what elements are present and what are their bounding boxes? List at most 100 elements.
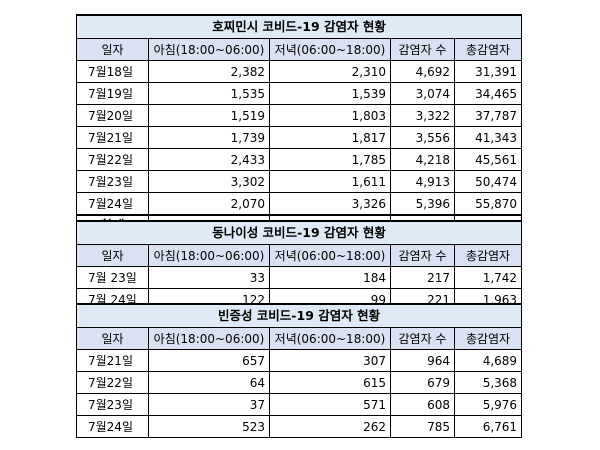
header-date: 일자: [76, 38, 149, 61]
header-cases: 감염자 수: [390, 38, 455, 61]
cell-morning: 2,382: [148, 60, 270, 83]
table-row: 7월22일 2,433 1,785 4,218 45,561: [76, 148, 523, 171]
cell-morning: 3,302: [148, 170, 270, 193]
cell-total-cases: 6,761: [453, 415, 523, 438]
table-header-row: 일자 아침(18:00~06:00) 저녁(06:00~18:00) 감염자 수…: [76, 38, 523, 61]
cell-total-cases: 1,742: [453, 266, 523, 289]
header-cases: 감염자 수: [390, 327, 455, 350]
table-row: 7월23일 3,302 1,611 4,913 50,474: [76, 170, 523, 193]
cell-cases: 4,218: [390, 148, 455, 171]
table-row: 7월22일 64 615 679 5,368: [76, 371, 523, 394]
cell-total-cases: 4,689: [453, 349, 523, 372]
cell-cases: 4,913: [390, 170, 455, 193]
cell-evening: 1,611: [269, 170, 391, 193]
table-title-row: 호찌민시 코비드-19 감염자 현황: [75, 14, 523, 39]
table-row: 7월23일 37 571 608 5,976: [76, 393, 523, 416]
header-total-cases: 총감염자: [453, 244, 523, 267]
table-row: 7월 23일 33 184 217 1,742: [76, 266, 523, 289]
cell-date: 7월 23일: [76, 266, 149, 289]
table-row: 7월21일 1,739 1,817 3,556 41,343: [76, 126, 523, 149]
cell-evening: 1,803: [269, 104, 391, 127]
cell-cases: 608: [390, 393, 455, 416]
cell-date: 7월18일: [76, 60, 149, 83]
header-evening: 저녁(06:00~18:00): [269, 244, 391, 267]
cell-morning: 37: [148, 393, 270, 416]
table-row: 7월18일 2,382 2,310 4,692 31,391: [76, 60, 523, 83]
header-cases: 감염자 수: [390, 244, 455, 267]
cell-total-cases: 45,561: [453, 148, 523, 171]
cell-total-cases: 31,391: [453, 60, 523, 83]
cell-evening: 2,310: [269, 60, 391, 83]
table-row: 7월19일 1,535 1,539 3,074 34,465: [76, 82, 523, 105]
header-morning: 아침(18:00~06:00): [148, 38, 270, 61]
dongnai-covid-table: 동나이성 코비드-19 감염자 현황 일자 아침(18:00~06:00) 저녁…: [75, 220, 523, 311]
table-header-row: 일자 아침(18:00~06:00) 저녁(06:00~18:00) 감염자 수…: [76, 327, 523, 350]
cell-cases: 964: [390, 349, 455, 372]
cell-morning: 33: [148, 266, 270, 289]
cell-date: 7월19일: [76, 82, 149, 105]
cell-date: 7월23일: [76, 393, 149, 416]
table-title-row: 동나이성 코비드-19 감염자 현황: [75, 220, 523, 245]
header-date: 일자: [76, 327, 149, 350]
cell-cases: 4,692: [390, 60, 455, 83]
cell-morning: 657: [148, 349, 270, 372]
header-evening: 저녁(06:00~18:00): [269, 327, 391, 350]
cell-evening: 571: [269, 393, 391, 416]
cell-cases: 785: [390, 415, 455, 438]
header-evening: 저녁(06:00~18:00): [269, 38, 391, 61]
hcmc-covid-table: 호찌민시 코비드-19 감염자 현황 일자 아침(18:00~06:00) 저녁…: [75, 14, 523, 239]
cell-evening: 307: [269, 349, 391, 372]
cell-cases: 3,074: [390, 82, 455, 105]
cell-evening: 615: [269, 371, 391, 394]
cell-evening: 3,326: [269, 192, 391, 216]
table-row: 7월20일 1,519 1,803 3,322 37,787: [76, 104, 523, 127]
cell-evening: 1,785: [269, 148, 391, 171]
table-body: 동나이성 코비드-19 감염자 현황 일자 아침(18:00~06:00) 저녁…: [75, 220, 523, 311]
cell-morning: 1,519: [148, 104, 270, 127]
table-title: 동나이성 코비드-19 감염자 현황: [75, 220, 523, 245]
cell-morning: 1,739: [148, 126, 270, 149]
binhduong-covid-table: 빈증성 코비드-19 감염자 현황 일자 아침(18:00~06:00) 저녁(…: [75, 303, 523, 438]
cell-morning: 2,433: [148, 148, 270, 171]
cell-morning: 1,535: [148, 82, 270, 105]
cell-total-cases: 50,474: [453, 170, 523, 193]
cell-date: 7월22일: [76, 371, 149, 394]
table-row: 7월24일 2,070 3,326 5,396 55,870: [76, 192, 523, 216]
cell-date: 7월24일: [76, 192, 149, 216]
table-body: 빈증성 코비드-19 감염자 현황 일자 아침(18:00~06:00) 저녁(…: [75, 303, 523, 438]
cell-total-cases: 41,343: [453, 126, 523, 149]
cell-cases: 217: [390, 266, 455, 289]
cell-date: 7월22일: [76, 148, 149, 171]
header-total-cases: 총감염자: [453, 38, 523, 61]
table-row: 7월21일 657 307 964 4,689: [76, 349, 523, 372]
cell-evening: 184: [269, 266, 391, 289]
cell-total-cases: 55,870: [453, 192, 523, 216]
table-body: 호찌민시 코비드-19 감염자 현황 일자 아침(18:00~06:00) 저녁…: [75, 14, 523, 239]
cell-evening: 262: [269, 415, 391, 438]
header-date: 일자: [76, 244, 149, 267]
table-title-row: 빈증성 코비드-19 감염자 현황: [75, 303, 523, 328]
cell-date: 7월21일: [76, 349, 149, 372]
table-title: 호찌민시 코비드-19 감염자 현황: [75, 14, 523, 39]
cell-morning: 64: [148, 371, 270, 394]
cell-total-cases: 37,787: [453, 104, 523, 127]
header-total-cases: 총감염자: [453, 327, 523, 350]
cell-cases: 5,396: [390, 192, 455, 216]
cell-total-cases: 5,368: [453, 371, 523, 394]
cell-date: 7월23일: [76, 170, 149, 193]
cell-total-cases: 5,976: [453, 393, 523, 416]
cell-evening: 1,817: [269, 126, 391, 149]
header-morning: 아침(18:00~06:00): [148, 244, 270, 267]
table-header-row: 일자 아침(18:00~06:00) 저녁(06:00~18:00) 감염자 수…: [76, 244, 523, 267]
cell-morning: 2,070: [148, 192, 270, 216]
header-morning: 아침(18:00~06:00): [148, 327, 270, 350]
cell-total-cases: 34,465: [453, 82, 523, 105]
cell-date: 7월21일: [76, 126, 149, 149]
cell-date: 7월20일: [76, 104, 149, 127]
cell-cases: 3,556: [390, 126, 455, 149]
cell-evening: 1,539: [269, 82, 391, 105]
table-row: 7월24일 523 262 785 6,761: [76, 415, 523, 438]
table-title: 빈증성 코비드-19 감염자 현황: [75, 303, 523, 328]
cell-cases: 679: [390, 371, 455, 394]
cell-morning: 523: [148, 415, 270, 438]
